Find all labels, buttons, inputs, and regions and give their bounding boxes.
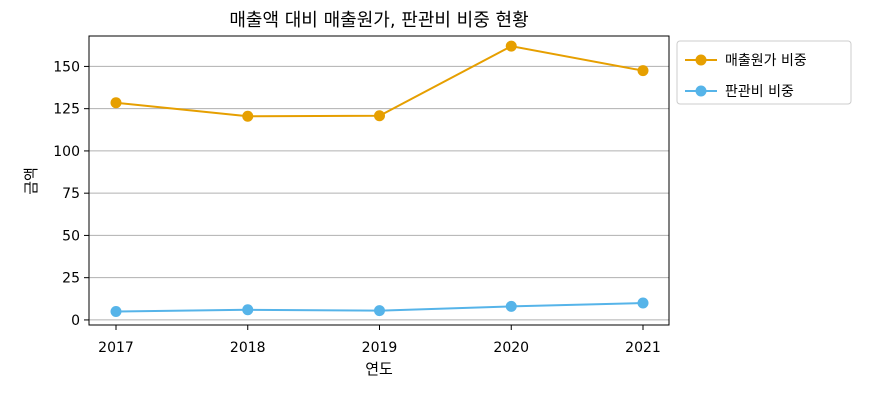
y-tick-label: 150 (53, 59, 80, 75)
legend-box (676, 40, 852, 105)
series-line (115, 45, 644, 118)
data-point (110, 305, 122, 317)
y-tick-label: 100 (53, 144, 80, 160)
y-axis: 0 25 50 75 100 125 150 (53, 59, 89, 329)
plot-frame (88, 35, 670, 326)
grid (89, 65, 669, 321)
y-tick-label: 75 (62, 186, 80, 202)
legend-label: 매출원가 비중 (725, 53, 807, 69)
data-point (637, 65, 649, 77)
x-axis-title: 연도 (365, 360, 393, 378)
series (110, 40, 649, 317)
y-tick-label: 50 (62, 228, 80, 244)
data-point (374, 110, 385, 122)
x-tick-label: 2017 (98, 340, 134, 356)
y-tick-label: 25 (62, 271, 80, 287)
x-tick-label: 2018 (230, 340, 266, 356)
data-point (505, 300, 517, 312)
data-point (637, 297, 649, 309)
legend-marker (695, 54, 707, 66)
chart-title: 매출액 대비 매출원가, 판관비 비중 현황 (229, 10, 528, 31)
y-tick-label: 0 (71, 313, 80, 329)
y-tick-label: 125 (53, 102, 80, 118)
legend-item: 매출원가 비중 (685, 53, 807, 69)
legend-item: 판관비 비중 (685, 84, 794, 100)
series-1 (110, 40, 649, 122)
data-point (110, 97, 122, 109)
x-tick-label: 2019 (362, 340, 398, 356)
y-axis-title: 금액 (22, 167, 40, 195)
data-point (505, 40, 517, 52)
legend-label: 판관비 비중 (725, 84, 794, 100)
x-tick-label: 2020 (493, 340, 529, 356)
x-axis: 2017 2018 2019 2020 2021 (98, 325, 661, 356)
data-point (374, 305, 385, 317)
series-2 (110, 297, 649, 317)
legend-marker (695, 85, 707, 97)
x-tick-label: 2021 (625, 340, 661, 356)
data-point (242, 110, 254, 122)
data-point (242, 304, 254, 316)
